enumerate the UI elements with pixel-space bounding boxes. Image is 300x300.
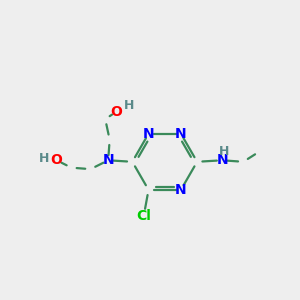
- Text: H: H: [124, 99, 134, 112]
- Text: O: O: [51, 153, 63, 167]
- Text: H: H: [218, 145, 229, 158]
- Text: N: N: [143, 127, 154, 141]
- Text: H: H: [39, 152, 50, 165]
- Text: N: N: [216, 153, 228, 167]
- Text: N: N: [175, 127, 187, 141]
- Text: O: O: [110, 105, 122, 119]
- Text: Cl: Cl: [137, 209, 152, 223]
- Text: N: N: [175, 183, 187, 197]
- Text: N: N: [102, 153, 114, 167]
